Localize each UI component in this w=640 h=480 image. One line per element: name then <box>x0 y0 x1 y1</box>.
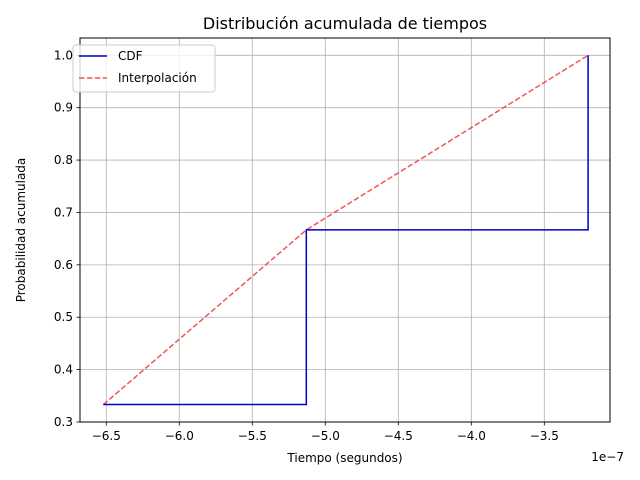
legend-box <box>72 44 216 93</box>
series-layer <box>102 54 589 406</box>
y-axis-ticks: 0.3 0.4 0.5 0.6 0.7 0.8 0.9 1.0 <box>54 48 80 429</box>
legend-label-interpolacion: Interpolación <box>118 71 197 85</box>
chart-title: Distribución acumulada de tiempos <box>203 14 487 33</box>
x-axis-label: Tiempo (segundos) <box>286 451 402 465</box>
y-tick-label: 0.7 <box>54 205 73 219</box>
series-line-interpolacion <box>102 54 589 406</box>
x-tick-label: −5.0 <box>311 429 340 443</box>
y-tick-label: 0.5 <box>54 310 73 324</box>
y-axis-label: Probabilidad acumulada <box>14 158 28 303</box>
x-tick-label: −3.5 <box>530 429 559 443</box>
x-tick-label: −4.5 <box>384 429 413 443</box>
x-tick-label: −4.0 <box>457 429 486 443</box>
y-tick-label: 0.8 <box>54 153 73 167</box>
y-tick-label: 0.9 <box>54 101 73 115</box>
y-tick-label: 0.4 <box>54 363 73 377</box>
legend: CDF Interpolación <box>72 44 216 93</box>
x-tick-label: −5.5 <box>238 429 267 443</box>
x-tick-label: −6.0 <box>165 429 194 443</box>
series-line-cdf <box>103 55 589 406</box>
y-tick-label: 0.6 <box>54 258 73 272</box>
legend-label-cdf: CDF <box>118 49 143 63</box>
y-tick-label: 0.3 <box>54 415 73 429</box>
plot-frame <box>79 37 611 423</box>
y-tick-label: 1.0 <box>54 48 73 62</box>
x-tick-label: −6.5 <box>92 429 121 443</box>
x-axis-ticks: −6.5 −6.0 −5.5 −5.0 −4.5 −4.0 −3.5 <box>92 422 559 443</box>
x-axis-offset-text: 1e−7 <box>591 450 624 464</box>
